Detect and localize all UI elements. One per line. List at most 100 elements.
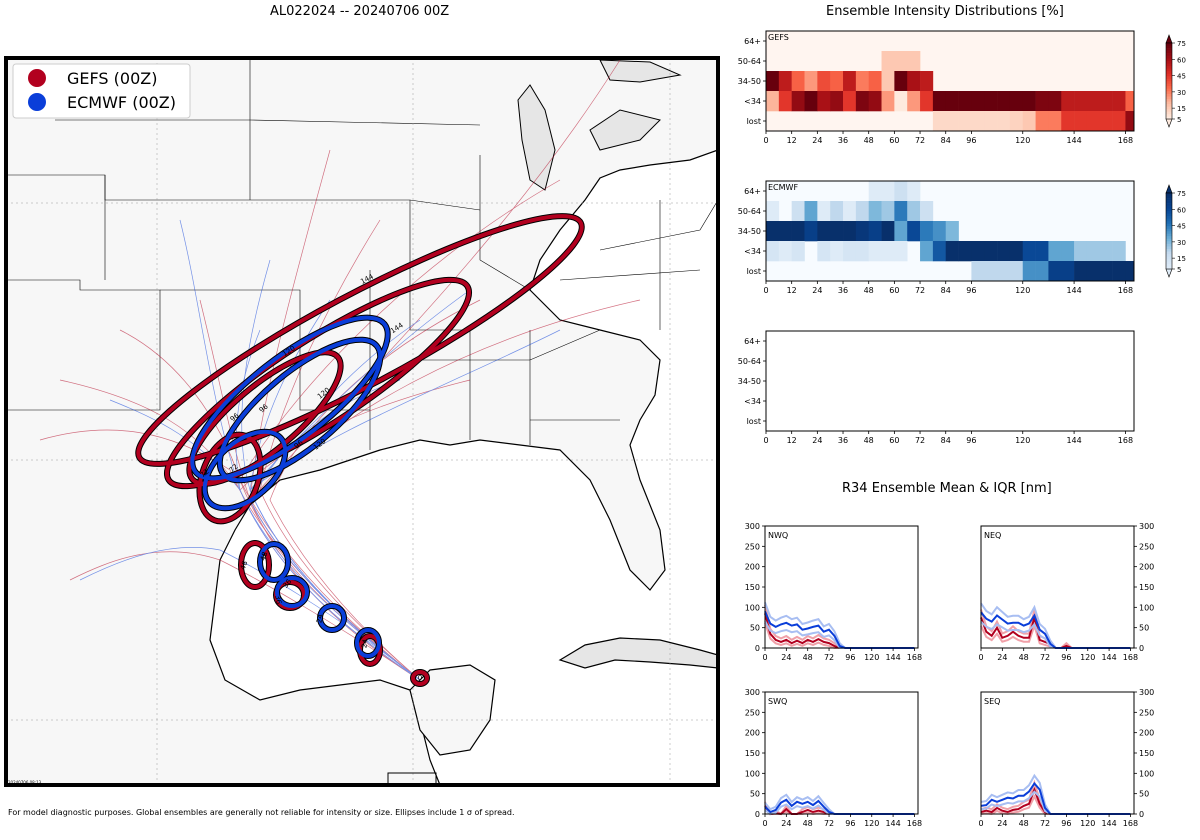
ellipse-label: 24 <box>315 613 325 624</box>
heatmap-cell <box>1022 111 1036 132</box>
colorbar-segment <box>1166 70 1172 74</box>
heatmap-cell <box>778 91 792 112</box>
heatmap-cell <box>855 71 869 92</box>
heatmap-cell <box>817 241 831 262</box>
heatmap-cell <box>1086 91 1101 112</box>
heatmap-cell <box>1074 261 1088 282</box>
x-tick-label: 84 <box>941 436 951 445</box>
colorbar-tick-label: 5 <box>1177 266 1181 274</box>
colorbar-segment <box>1166 78 1172 82</box>
colorbar-segment <box>1166 86 1172 89</box>
y-tick-label: 64+ <box>744 187 761 196</box>
y-tick-label: 250 <box>745 542 760 551</box>
gefs-ellipse-48 <box>239 541 271 589</box>
heatmap-cell <box>1048 111 1062 132</box>
heatmap-cell <box>868 201 882 222</box>
heatmap-background <box>766 331 1134 431</box>
ecmwf-ellipse-24 <box>318 604 346 632</box>
x-tick-label: 72 <box>915 436 925 445</box>
colorbar-extend-top <box>1165 184 1173 194</box>
colorbar-segment <box>1166 58 1172 62</box>
colorbar-segment <box>1166 218 1172 222</box>
x-tick-label: 144 <box>1101 653 1116 662</box>
colorbar-frame <box>1165 42 1173 120</box>
x-tick-label: 24 <box>997 653 1007 662</box>
x-tick-label: 168 <box>1118 436 1133 445</box>
heatmap-cell <box>945 241 959 262</box>
heatmap-cell <box>894 71 908 92</box>
heatmap-cell <box>881 91 895 112</box>
x-tick-label: 0 <box>978 819 983 828</box>
heatmap-cell <box>1035 91 1049 112</box>
heatmap-cell <box>881 241 895 262</box>
heatmap-cell <box>766 71 780 92</box>
heatmap-cell <box>843 91 857 112</box>
heatmap-cell <box>997 241 1011 262</box>
heatmap-cell <box>1099 111 1113 132</box>
x-tick-label: 144 <box>885 819 900 828</box>
colorbar-segment <box>1166 231 1172 234</box>
colorbar-segment <box>1166 233 1172 237</box>
colorbar-segment <box>1166 215 1172 219</box>
legend-label-ecmwf: ECMWF (00Z) <box>67 93 176 112</box>
heatmap-cell <box>778 71 792 92</box>
heatmap-cell <box>778 221 792 242</box>
heatmap-cell <box>1048 241 1062 262</box>
y-tick-label: 34-50 <box>738 77 761 86</box>
x-tick-label: 168 <box>1123 819 1138 828</box>
x-tick-label: 0 <box>978 653 983 662</box>
heatmap-cell <box>997 261 1011 282</box>
x-tick-label: 12 <box>787 286 797 295</box>
colorbar-segment <box>1166 263 1172 267</box>
intensity-title: Ensemble Intensity Distributions [%] <box>826 4 1064 19</box>
heatmap-cell <box>894 221 908 242</box>
x-tick-label: 0 <box>762 653 767 662</box>
y-tick-label: 300 <box>1139 688 1154 697</box>
heatmap-cell <box>1112 261 1126 282</box>
heatmap-cell <box>932 111 947 132</box>
r34-panel-seq: SEQ 0 50 100 150 200 250 300 0 24 48 72 96 120 144 168 <box>978 688 1154 828</box>
colorbar-tick-label: 60 <box>1177 56 1186 64</box>
heatmap-cell <box>766 241 780 262</box>
colorbar-segment <box>1166 203 1172 206</box>
heatmap-cell <box>997 111 1011 132</box>
ellipse-label: 48 <box>259 551 270 562</box>
x-tick-label: 120 <box>1015 286 1030 295</box>
heatmap-cell <box>984 261 998 282</box>
x-tick-label: 48 <box>803 653 813 662</box>
legend: GEFS (00Z) ECMWF (00Z) <box>12 63 191 119</box>
heatmap-cell <box>945 111 959 132</box>
heatmap-cell <box>791 201 805 222</box>
heatmap-cell <box>817 91 831 112</box>
heatmap-cell <box>817 221 831 242</box>
heatmap-cell <box>1035 261 1049 282</box>
map-stamp: 20240706 08:13 <box>8 780 42 785</box>
colorbar-segment <box>1166 93 1172 97</box>
heatmap-cell <box>868 181 882 202</box>
heatmap-cell <box>778 241 792 262</box>
heatmap-cell <box>1112 111 1126 132</box>
colorbar-frame <box>1165 192 1173 270</box>
y-tick-label: 100 <box>745 603 760 612</box>
colorbar-tick-label: 75 <box>1177 190 1186 198</box>
x-tick-label: 72 <box>1040 653 1050 662</box>
x-tick-label: 0 <box>763 436 768 445</box>
y-tick-label: 0 <box>1139 644 1144 653</box>
heatmap-cell <box>804 91 818 112</box>
heatmap-cell <box>958 91 972 112</box>
colorbar-tick-label: 45 <box>1177 223 1186 231</box>
colorbar-tick-label: 75 <box>1177 40 1186 48</box>
intensity-heatmap-gefs: GEFS 64+ 50-64 34-50 <34 lost 0 12 24 36 48 60 72 84 9… <box>738 30 1135 145</box>
colorbar-segment <box>1166 200 1172 204</box>
colorbar-segment <box>1166 60 1172 64</box>
x-tick-label: 168 <box>1123 653 1138 662</box>
heatmap-cell <box>958 241 972 262</box>
ellipse-label: 72 <box>228 463 240 475</box>
heatmap-cell <box>1125 261 1135 282</box>
y-tick-label: 150 <box>745 749 760 758</box>
heatmap-cell <box>920 221 934 242</box>
heatmap-cell <box>1074 241 1088 262</box>
heatmap-cell <box>1061 241 1075 262</box>
colorbar-segment <box>1166 75 1172 79</box>
r34-panel-title: SWQ <box>768 697 787 706</box>
